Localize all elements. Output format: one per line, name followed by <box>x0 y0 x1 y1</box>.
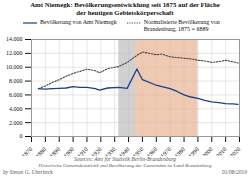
html-text:Normalisierte Bevölkerung von: Normalisierte Bevölkerung von <box>143 19 220 25</box>
html-text:Amt Niemegk: Bevölkerungsentwi: Amt Niemegk: Bevölkerungsentwicklung sei… <box>30 1 220 8</box>
html-text:Brandenburg, 1875 = 6889: Brandenburg, 1875 = 6889 <box>143 26 209 32</box>
svg-text:1870: 1870 <box>21 146 34 156</box>
svg-text:6.000: 6.000 <box>9 92 23 98</box>
svg-text:2.000: 2.000 <box>9 120 23 126</box>
html-text:01/08/2019: 01/08/2019 <box>221 168 247 175</box>
svg-text:0: 0 <box>20 133 23 139</box>
svg-text:1950: 1950 <box>132 146 145 156</box>
html-text:Sources: Amt für Statistik Ber: Sources: Amt für Statistik Berlin-Brande… <box>73 156 177 162</box>
svg-text:1910: 1910 <box>76 146 89 156</box>
svg-text:12.000: 12.000 <box>6 50 23 56</box>
html-text:Bevölkerung von Amt Niemegk: Bevölkerung von Amt Niemegk <box>40 19 117 25</box>
svg-text:1930: 1930 <box>104 146 117 156</box>
svg-text:2020: 2020 <box>229 146 242 156</box>
svg-text:1970: 1970 <box>160 146 173 156</box>
svg-text:1890: 1890 <box>49 146 62 156</box>
html-text:der heutigen Gebietskörperscha: der heutigen Gebietskörperschaft <box>76 9 174 16</box>
svg-text:1940: 1940 <box>118 146 131 156</box>
svg-text:2010: 2010 <box>215 146 228 156</box>
svg-text:1980: 1980 <box>173 146 186 156</box>
html-text:by Simon G. Überbeck: by Simon G. Überbeck <box>3 168 53 175</box>
svg-text:8.000: 8.000 <box>9 78 23 84</box>
svg-text:14.000: 14.000 <box>6 36 23 42</box>
svg-text:4.000: 4.000 <box>9 106 23 112</box>
svg-text:10.000: 10.000 <box>6 64 23 70</box>
svg-text:1880: 1880 <box>35 146 48 156</box>
svg-text:1990: 1990 <box>187 146 200 156</box>
svg-text:2000: 2000 <box>201 146 214 156</box>
svg-text:1900: 1900 <box>62 146 75 156</box>
html-text:Historische Gemeindestatistik: Historische Gemeindestatistik und Bevölk… <box>38 162 212 168</box>
svg-text:1960: 1960 <box>146 146 159 156</box>
svg-text:1920: 1920 <box>90 146 103 156</box>
